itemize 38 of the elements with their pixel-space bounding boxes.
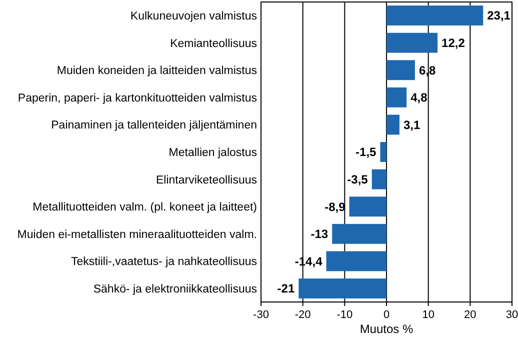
x-axis-title: Muutos %	[360, 322, 414, 336]
y-tick-label: Metallituotteiden valm. (pl. koneet ja laitteet)	[32, 202, 258, 214]
data-label: -3,5	[347, 172, 368, 186]
data-label: -13	[310, 227, 328, 242]
data-label: 4,8	[410, 90, 428, 105]
bar	[372, 169, 386, 190]
y-tick-label: Muiden koneiden ja laitteiden valmistus	[56, 65, 258, 78]
y-tick-label: Kemianteollisuus	[170, 38, 258, 50]
bar	[386, 60, 415, 80]
data-label: 12,2	[442, 36, 466, 50]
data-label: -21	[277, 282, 295, 296]
x-tick-label: 10	[422, 309, 434, 321]
x-tick-label: 30	[506, 309, 518, 321]
bar	[386, 87, 407, 108]
x-tick-label: 0	[383, 309, 390, 321]
x-tick-label: -10	[336, 309, 353, 321]
y-tick-label: Elintarviketeollisuus	[156, 174, 258, 186]
y-tick-label: Metallien jalostus	[168, 147, 258, 160]
data-label: -1,5	[356, 145, 377, 160]
y-tick-label: Tekstiili-,vaatetus- ja nahkateollisuus	[70, 256, 258, 268]
bar	[326, 251, 386, 272]
y-tick-label: Paperin, paperi- ja kartonkituotteiden valmistus	[18, 92, 258, 104]
x-tick-label: -20	[294, 309, 311, 321]
data-label: 23,1	[487, 8, 511, 23]
y-tick-label: Painaminen ja tallenteiden jäljentäminen	[51, 120, 257, 132]
y-tick-label: Sähkö- ja elektroniikkateollisuus	[93, 284, 258, 296]
data-label: 3,1	[403, 118, 420, 132]
bar	[386, 6, 484, 26]
x-tick-label: -30	[253, 309, 269, 321]
bar	[332, 224, 386, 244]
bar	[386, 32, 438, 53]
bar	[298, 278, 386, 298]
y-tick-label: Muiden ei-metallisten mineraalituotteiden valm.	[17, 228, 257, 241]
bar	[386, 114, 400, 135]
bar	[349, 196, 386, 217]
bar	[380, 142, 386, 162]
y-tick-label: Kulkuneuvojen valmistus	[130, 10, 258, 23]
x-tick-label: 20	[464, 309, 476, 321]
